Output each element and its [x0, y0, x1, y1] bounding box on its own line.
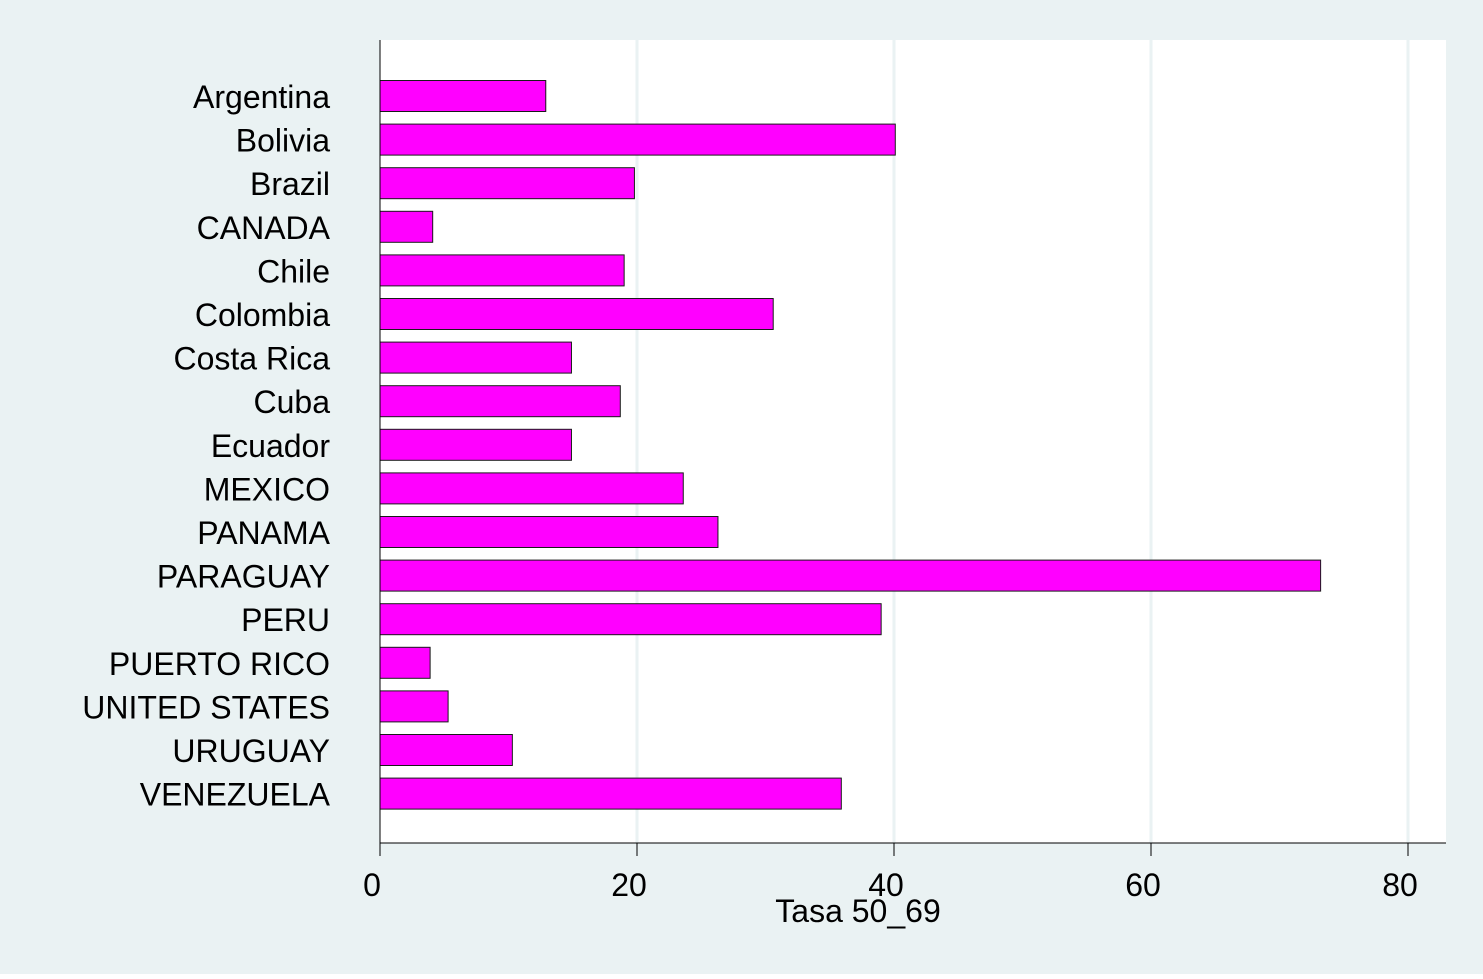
category-label: MEXICO	[204, 471, 330, 507]
bar	[379, 385, 621, 418]
x-tick-label: 40	[868, 867, 904, 903]
category-label: Ecuador	[211, 428, 331, 464]
x-tick-label: 60	[1125, 867, 1161, 903]
category-label: URUGUAY	[172, 733, 330, 769]
bar	[379, 123, 896, 156]
category-label: Cuba	[254, 384, 331, 420]
bar	[379, 80, 547, 112]
bar	[379, 777, 842, 810]
bar	[379, 210, 434, 243]
category-label: PERU	[241, 602, 330, 638]
category-label: Brazil	[250, 166, 330, 202]
x-axis-label: Tasa 50_69	[775, 893, 940, 929]
category-label: Bolivia	[236, 123, 330, 159]
bar	[379, 428, 572, 461]
x-ticks: 0 20 40 60 80	[363, 843, 1418, 903]
x-tick-label: 0	[363, 867, 381, 903]
x-tick-label: 80	[1382, 867, 1418, 903]
bar	[379, 516, 719, 548]
bar	[379, 472, 684, 505]
bar	[379, 690, 449, 723]
category-label: PARAGUAY	[157, 559, 330, 595]
gridlines	[635, 40, 1410, 843]
bar	[379, 341, 572, 374]
bar	[379, 734, 513, 766]
category-label: VENEZUELA	[140, 777, 331, 813]
bars	[379, 80, 1322, 810]
bar	[379, 254, 625, 287]
category-label: CANADA	[197, 210, 331, 246]
category-label: PUERTO RICO	[109, 646, 330, 682]
bar	[379, 559, 1322, 592]
x-tick-label: 20	[611, 867, 647, 903]
category-label: Argentina	[193, 79, 330, 115]
bar	[379, 167, 635, 200]
category-labels: Argentina Bolivia Brazil CANADA Chile Colombi…	[82, 79, 330, 813]
bar	[379, 298, 774, 330]
category-label: Costa Rica	[174, 341, 331, 377]
bar	[379, 603, 882, 636]
category-label: Chile	[257, 253, 330, 289]
category-label: UNITED STATES	[82, 689, 330, 725]
bar	[379, 646, 431, 679]
category-label: Colombia	[195, 297, 330, 333]
category-label: PANAMA	[197, 515, 330, 551]
